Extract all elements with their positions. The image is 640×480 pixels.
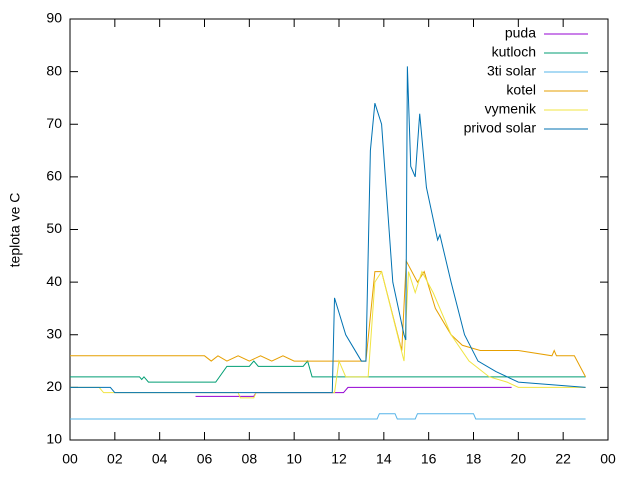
- x-tick-label: 14: [376, 451, 392, 467]
- x-tick-label: 12: [331, 451, 347, 467]
- x-tick-label: 20: [511, 451, 527, 467]
- line-series: [70, 66, 586, 394]
- line-series: [70, 259, 587, 378]
- legend-label: vymenik: [485, 101, 537, 117]
- y-tick-label: 40: [46, 273, 62, 289]
- x-tick-label: 18: [466, 451, 482, 467]
- line-series: [70, 413, 586, 420]
- x-tick-label: 08: [242, 451, 258, 467]
- y-tick-label: 60: [46, 168, 62, 184]
- y-tick-label: 70: [46, 115, 62, 131]
- plot-border: [69, 18, 609, 441]
- y-tick-label: 20: [46, 378, 62, 394]
- x-tick-label: 00: [62, 451, 78, 467]
- y-tick-label: 30: [46, 325, 62, 341]
- x-tick-label: 10: [286, 451, 302, 467]
- y-tick-label: 90: [46, 10, 62, 26]
- y-axis-label: teplota ve C: [7, 193, 23, 268]
- x-tick-label: 02: [107, 451, 123, 467]
- y-tick-label: 50: [46, 220, 62, 236]
- x-tick-label: 22: [555, 451, 571, 467]
- x-tick-label: 00: [600, 451, 616, 467]
- line-series: [70, 360, 586, 383]
- legend-label: kutloch: [492, 44, 536, 60]
- x-tick-label: 04: [152, 451, 168, 467]
- x-tick-label: 06: [197, 451, 213, 467]
- x-tick-label: 16: [421, 451, 437, 467]
- y-tick-label: 10: [46, 431, 62, 447]
- legend-label: privod solar: [464, 120, 537, 136]
- line-series: [195, 386, 512, 397]
- line-series: [70, 270, 586, 399]
- legend-label: puda: [505, 25, 536, 41]
- legend-label: kotel: [506, 82, 536, 98]
- legend-label: 3ti solar: [487, 63, 536, 79]
- y-tick-label: 80: [46, 62, 62, 78]
